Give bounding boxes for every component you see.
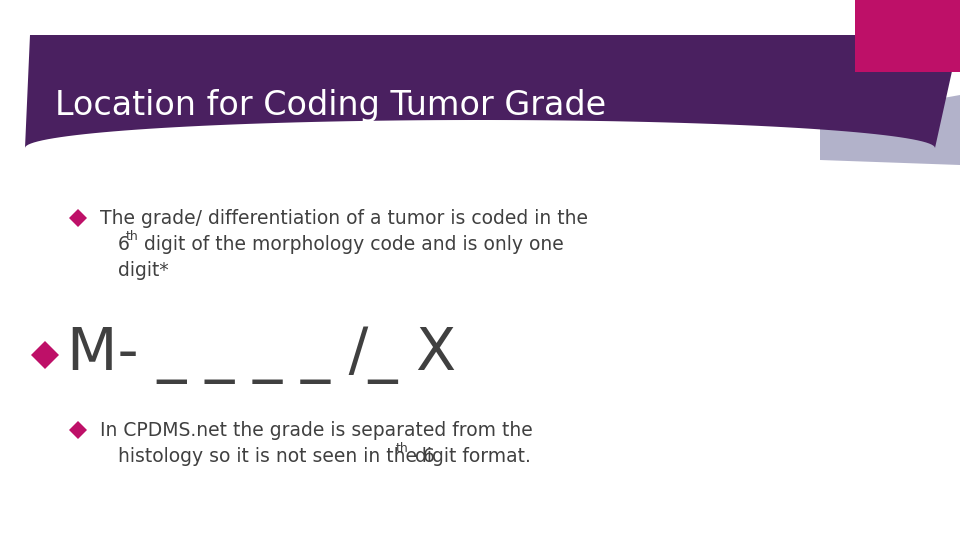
Text: 6: 6 bbox=[118, 234, 130, 253]
Text: Location for Coding Tumor Grade: Location for Coding Tumor Grade bbox=[55, 89, 606, 122]
Text: In CPDMS.net the grade is separated from the: In CPDMS.net the grade is separated from… bbox=[100, 421, 533, 440]
Text: histology so it is not seen in the 6: histology so it is not seen in the 6 bbox=[118, 447, 435, 465]
Bar bbox=[855, 0, 960, 72]
Polygon shape bbox=[820, 95, 960, 165]
Text: The grade/ differentiation of a tumor is coded in the: The grade/ differentiation of a tumor is… bbox=[100, 208, 588, 227]
Text: th: th bbox=[126, 231, 139, 244]
Text: th: th bbox=[396, 442, 409, 456]
Polygon shape bbox=[25, 35, 960, 148]
Polygon shape bbox=[31, 341, 59, 369]
Text: digit*: digit* bbox=[118, 260, 169, 280]
Text: digit format.: digit format. bbox=[409, 447, 531, 465]
Text: M- _ _ _ _ /_ X: M- _ _ _ _ /_ X bbox=[67, 326, 456, 384]
Polygon shape bbox=[69, 421, 87, 439]
Polygon shape bbox=[69, 209, 87, 227]
Text: digit of the morphology code and is only one: digit of the morphology code and is only… bbox=[138, 234, 564, 253]
